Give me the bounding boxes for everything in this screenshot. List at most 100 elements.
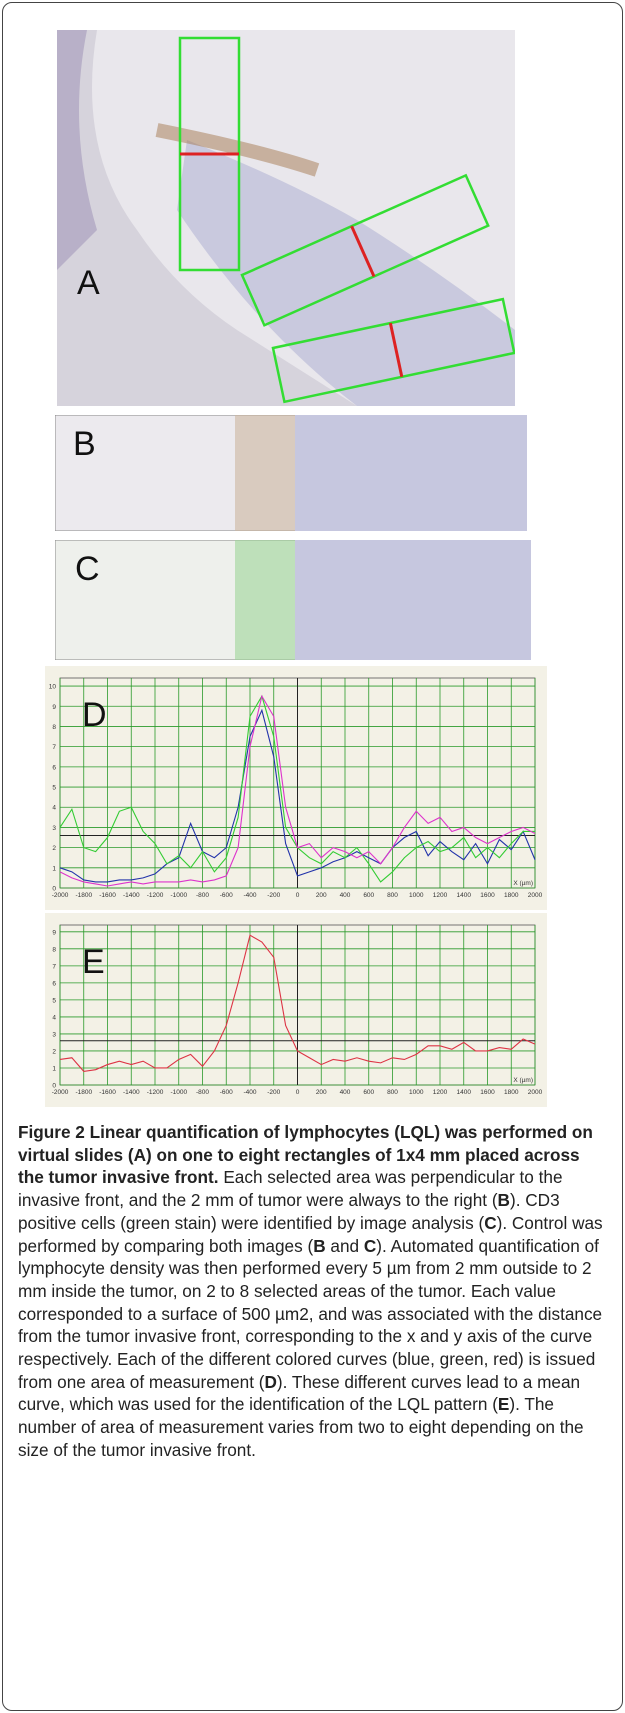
rect-3 xyxy=(271,297,515,404)
panel-label: A xyxy=(77,264,100,302)
x-tick-label: -800 xyxy=(196,1089,209,1096)
x-tick-label: 0 xyxy=(296,1089,300,1096)
caption-ref: B xyxy=(313,1235,326,1256)
x-tick-label: 1000 xyxy=(409,1089,424,1096)
y-tick-label: 1 xyxy=(52,1065,56,1072)
series-line xyxy=(59,694,536,887)
stain-band xyxy=(235,415,295,531)
series-line xyxy=(59,934,536,1072)
x-tick-label: 200 xyxy=(316,1089,327,1096)
x-tick-label: 2000 xyxy=(528,1089,543,1096)
x-tick-label: 400 xyxy=(340,1089,351,1096)
y-tick-label: 2 xyxy=(52,845,56,852)
x-tick-label: 600 xyxy=(363,892,374,899)
y-tick-label: 8 xyxy=(52,946,56,953)
panel-label: C xyxy=(75,550,100,588)
x-tick-label: 1800 xyxy=(504,1089,519,1096)
x-tick-label: 1200 xyxy=(433,1089,448,1096)
y-tick-label: 10 xyxy=(49,684,57,691)
stain-band xyxy=(235,540,295,660)
x-tick-label: -800 xyxy=(196,892,209,899)
x-tick-label: -1600 xyxy=(99,892,116,899)
panel-b: B xyxy=(55,415,527,531)
y-tick-label: 0 xyxy=(52,886,56,893)
x-tick-label: -1800 xyxy=(75,892,92,899)
x-tick-label: -600 xyxy=(220,892,233,899)
x-tick-label: -400 xyxy=(243,892,256,899)
caption-text: ). CD3 positive cells (green stain) were… xyxy=(18,1190,560,1233)
x-tick-label: -400 xyxy=(243,1089,256,1096)
x-axis-label: X (µm) xyxy=(513,880,533,887)
x-tick-label: 800 xyxy=(387,1089,398,1096)
caption-text: and xyxy=(325,1235,364,1256)
caption-text: ). Automated quantification of lymphocyt… xyxy=(18,1235,603,1392)
y-tick-label: 7 xyxy=(52,744,56,751)
tumor-tissue xyxy=(295,415,527,531)
y-tick-label: 9 xyxy=(52,704,56,711)
y-tick-label: 6 xyxy=(52,980,56,987)
y-tick-label: 2 xyxy=(52,1048,56,1055)
y-tick-label: 3 xyxy=(52,1031,56,1038)
x-tick-label: 1800 xyxy=(504,892,519,899)
panel-label: D xyxy=(82,696,107,734)
caption: Figure 2 Linear quantification of lympho… xyxy=(18,1121,608,1462)
x-axis-label: X (µm) xyxy=(513,1077,533,1084)
x-tick-label: -1600 xyxy=(99,1089,116,1096)
y-tick-label: 5 xyxy=(52,785,56,792)
x-tick-label: -1400 xyxy=(123,892,140,899)
x-tick-label: 800 xyxy=(387,892,398,899)
y-tick-label: 0 xyxy=(52,1083,56,1090)
x-tick-label: -1000 xyxy=(170,1089,187,1096)
tissue xyxy=(57,30,357,406)
x-tick-label: -1400 xyxy=(123,1089,140,1096)
caption-ref: C xyxy=(484,1212,497,1233)
caption-ref: B xyxy=(497,1190,510,1211)
y-tick-label: 5 xyxy=(52,997,56,1004)
panel-a: A xyxy=(57,30,515,406)
x-tick-label: 0 xyxy=(296,892,300,899)
caption-text: Each selected area was perpendicular to … xyxy=(18,1167,563,1211)
y-tick-label: 4 xyxy=(52,1014,56,1021)
y-tick-label: 3 xyxy=(52,825,56,832)
x-tick-label: -2000 xyxy=(52,1089,69,1096)
y-tick-label: 4 xyxy=(52,805,56,812)
x-tick-label: 1400 xyxy=(457,892,472,899)
panel-label: B xyxy=(73,425,96,463)
x-tick-label: 1600 xyxy=(480,892,495,899)
caption-ref: C xyxy=(363,1235,377,1256)
caption-ref: E xyxy=(497,1394,510,1415)
caption-title: Figure 2 Linear quantification of lympho… xyxy=(18,1122,593,1188)
tumor-tissue xyxy=(295,540,531,660)
tumor-tissue xyxy=(177,140,515,406)
series-line xyxy=(59,708,536,883)
panel-label: E xyxy=(82,943,105,981)
x-tick-label: -1800 xyxy=(75,1089,92,1096)
x-tick-label: 1000 xyxy=(409,892,424,899)
rect-2 xyxy=(240,173,490,327)
panel-c: C xyxy=(55,540,531,660)
x-tick-label: 200 xyxy=(316,892,327,899)
x-tick-label: 1600 xyxy=(480,1089,495,1096)
x-tick-label: 1400 xyxy=(457,1089,472,1096)
x-tick-label: -200 xyxy=(267,892,280,899)
y-tick-label: 8 xyxy=(52,724,56,731)
x-tick-label: 2000 xyxy=(528,892,543,899)
x-tick-label: 600 xyxy=(363,1089,374,1096)
x-tick-label: -200 xyxy=(267,1089,280,1096)
y-tick-label: 6 xyxy=(52,764,56,771)
x-tick-label: -1000 xyxy=(170,892,187,899)
caption-ref: D xyxy=(264,1371,277,1392)
mucosa xyxy=(57,30,97,270)
x-tick-label: -1200 xyxy=(147,892,164,899)
caption-text: ). Control was performed by comparing bo… xyxy=(18,1212,603,1256)
x-tick-label: 1200 xyxy=(433,892,448,899)
x-tick-label: -600 xyxy=(220,1089,233,1096)
x-tick-label: -2000 xyxy=(52,892,69,899)
x-tick-label: -1200 xyxy=(147,1089,164,1096)
caption-text: ). The number of area of measurement var… xyxy=(18,1394,584,1460)
y-tick-label: 1 xyxy=(52,865,56,872)
x-tick-label: 400 xyxy=(340,892,351,899)
